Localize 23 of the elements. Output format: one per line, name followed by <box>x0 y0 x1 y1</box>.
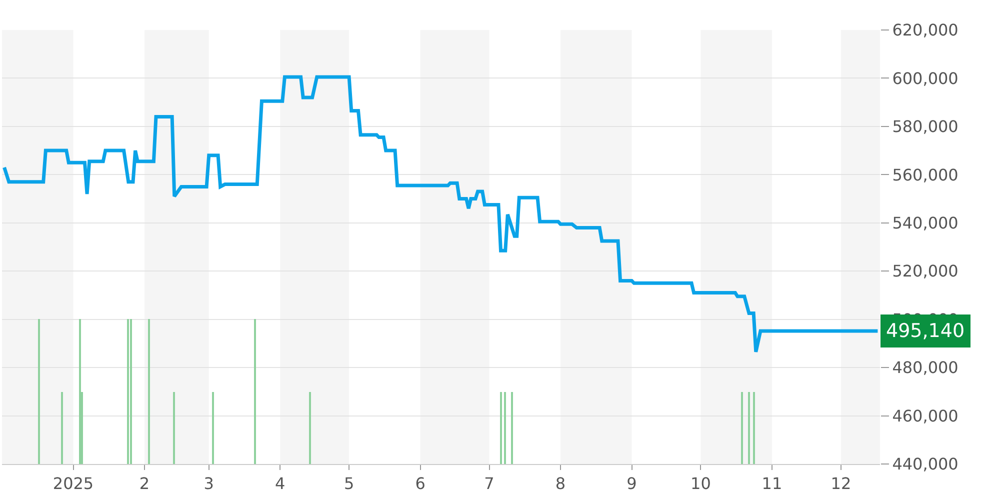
y-tick-label: 600,000 <box>892 68 958 88</box>
x-tick-label: 11 <box>762 474 782 494</box>
x-tick-label: 7 <box>484 474 494 494</box>
y-tick-label: 520,000 <box>892 262 958 281</box>
y-tick-label: 460,000 <box>892 406 958 426</box>
x-tick-label: 6 <box>415 474 426 494</box>
x-tick-label: 9 <box>626 474 637 494</box>
x-tick-label: 8 <box>555 474 566 494</box>
x-tick-label: 3 <box>204 474 214 494</box>
y-tick-label: 480,000 <box>892 358 958 378</box>
x-tick-label: 2 <box>139 474 150 494</box>
y-tick-label: 440,000 <box>892 454 958 474</box>
text: 495,140 <box>886 320 965 342</box>
line-series <box>2 75 880 354</box>
y-tick-label: 560,000 <box>892 165 958 184</box>
x-tick-label: 5 <box>344 474 354 494</box>
x-tick-label: 2025 <box>52 474 94 494</box>
x-tick-label: 12 <box>830 474 852 494</box>
y-tick-label: 540,000 <box>892 213 958 232</box>
x-tick-label: 10 <box>690 474 711 494</box>
x-tick-label: 4 <box>275 474 286 494</box>
y-tick-label: 580,000 <box>892 117 958 136</box>
y-tick-label: 620,000 <box>892 20 958 40</box>
